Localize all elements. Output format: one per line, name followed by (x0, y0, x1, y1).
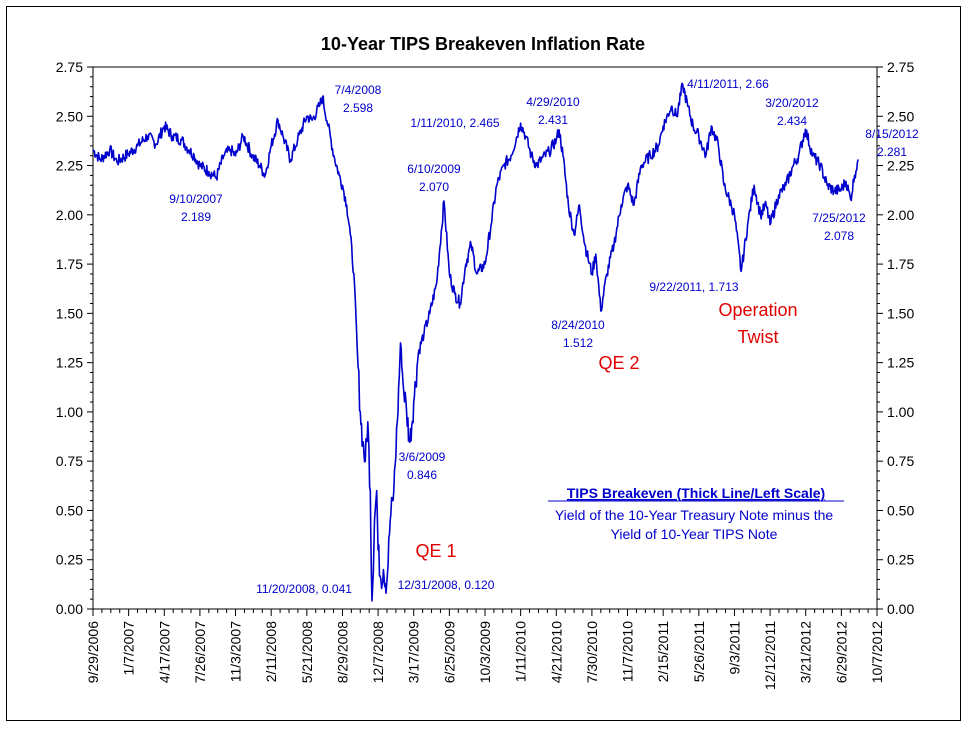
y-tick-label-right: 1.00 (887, 404, 914, 420)
legend-line-2: Yield of 10-Year TIPS Note (611, 526, 778, 542)
annotation-label: 9/22/2011, 1.713 (649, 280, 739, 294)
annotation-value: 2.598 (343, 101, 373, 115)
annotation-value: 2.070 (419, 180, 449, 194)
y-tick-label-left: 1.25 (56, 355, 83, 371)
x-tick-label: 5/21/2008 (299, 621, 315, 683)
x-tick-label: 12/7/2008 (370, 621, 386, 683)
annotation-label: 3/6/2009 (399, 450, 446, 464)
x-tick-label: 5/26/2011 (691, 621, 707, 682)
annotation-label: 7/25/2012 (812, 211, 866, 225)
x-tick-label: 11/3/2007 (228, 621, 244, 682)
annotations: 7/4/2008 2.598 9/10/2007 2.189 1/11/2010, 2.… (169, 77, 919, 596)
annotation-label: 11/20/2008, 0.041 (256, 582, 352, 596)
x-tick-label: 11/7/2010 (620, 621, 636, 682)
y-tick-label-left: 2.00 (56, 207, 83, 223)
x-tick-label: 9/3/2011 (726, 621, 742, 675)
y-tick-label-left: 0.25 (56, 552, 83, 568)
annotation-label: 6/10/2009 (407, 162, 461, 176)
event-label: QE 1 (415, 541, 456, 561)
y-tick-label-right: 2.75 (887, 59, 914, 75)
annotation-value: 1.512 (563, 336, 593, 350)
x-tick-label: 2/11/2008 (263, 621, 279, 682)
legend-line-1: Yield of the 10-Year Treasury Note minus… (555, 507, 834, 523)
y-tick-label-right: 2.25 (887, 158, 914, 174)
x-tick-label: 10/7/2012 (869, 621, 885, 683)
x-tick-label: 12/12/2011 (762, 621, 778, 690)
y-tick-label-right: 2.50 (887, 108, 914, 124)
annotation-value: 0.846 (407, 468, 437, 482)
x-tick-label: 9/29/2006 (85, 621, 101, 683)
y-tick-label-left: 2.50 (56, 108, 83, 124)
x-tick-label: 3/17/2009 (406, 621, 422, 683)
annotation-value: 2.281 (877, 145, 907, 159)
legend-title: TIPS Breakeven (Thick Line/Left Scale) (567, 485, 825, 501)
x-tick-label: 7/26/2007 (192, 621, 208, 683)
annotation-label: 12/31/2008, 0.120 (398, 578, 495, 592)
annotation-value: 2.434 (777, 114, 807, 128)
x-tick-label: 2/15/2011 (655, 621, 671, 682)
annotation-value: 2.431 (538, 113, 568, 127)
x-tick-label: 6/25/2009 (441, 621, 457, 683)
event-labels: QE 1 QE 2 Operation Twist (415, 300, 797, 561)
x-tick-label: 1/7/2007 (121, 621, 137, 676)
annotation-label: 1/11/2010, 2.465 (410, 116, 500, 130)
x-tick-label: 4/17/2007 (156, 621, 172, 683)
event-label: Operation (718, 300, 797, 320)
y-tick-label-left: 2.75 (56, 59, 83, 75)
x-tick-label: 10/3/2009 (477, 621, 493, 683)
y-axis-left: 0.00 0.25 0.50 0.75 1.00 1.25 1.50 1.75 2.00 2.25… (56, 59, 93, 617)
y-tick-label-left: 0.75 (56, 453, 83, 469)
annotation-label: 7/4/2008 (335, 83, 382, 97)
y-tick-label-right: 1.50 (887, 305, 914, 321)
annotation-label: 9/10/2007 (169, 192, 223, 206)
annotation-label: 8/15/2012 (865, 127, 919, 141)
annotation-label: 4/29/2010 (526, 95, 580, 109)
annotation-label: 8/24/2010 (551, 318, 605, 332)
x-tick-label: 4/21/2010 (548, 621, 564, 683)
y-tick-label-left: 1.75 (56, 256, 83, 272)
annotation-value: 2.078 (824, 229, 854, 243)
legend: TIPS Breakeven (Thick Line/Left Scale) Y… (548, 485, 844, 542)
x-axis: 9/29/2006 1/7/2007 4/17/2007 7/26/2007 11/3/… (85, 609, 885, 690)
y-tick-label-left: 1.50 (56, 305, 83, 321)
y-tick-label-left: 2.25 (56, 158, 83, 174)
y-tick-label-left: 0.50 (56, 502, 83, 518)
x-tick-label: 1/11/2010 (513, 621, 529, 682)
y-axis-right: 0.00 0.25 0.50 0.75 1.00 1.25 1.50 1.75 2.00 2.25… (877, 59, 914, 617)
series-line-tips-breakeven (92, 82, 859, 602)
y-tick-label-right: 1.25 (887, 355, 914, 371)
y-tick-label-right: 2.00 (887, 207, 914, 223)
y-tick-label-left: 0.00 (56, 601, 83, 617)
y-tick-label-left: 1.00 (56, 404, 83, 420)
x-tick-label: 7/30/2010 (584, 621, 600, 683)
y-tick-label-right: 0.75 (887, 453, 914, 469)
y-tick-label-right: 0.25 (887, 552, 914, 568)
y-tick-label-right: 0.00 (887, 601, 914, 617)
annotation-label: 3/20/2012 (765, 96, 819, 110)
event-label-line2: Twist (737, 327, 778, 347)
x-tick-label: 8/29/2008 (334, 621, 350, 683)
y-tick-label-right: 1.75 (887, 256, 914, 272)
annotation-label: 4/11/2011, 2.66 (687, 77, 769, 91)
event-label: QE 2 (598, 353, 639, 373)
chart-title: 10-Year TIPS Breakeven Inflation Rate (321, 34, 645, 54)
x-tick-label: 3/21/2012 (798, 621, 814, 683)
y-tick-label-right: 0.50 (887, 502, 914, 518)
x-tick-label: 6/29/2012 (833, 621, 849, 683)
annotation-value: 2.189 (181, 210, 211, 224)
